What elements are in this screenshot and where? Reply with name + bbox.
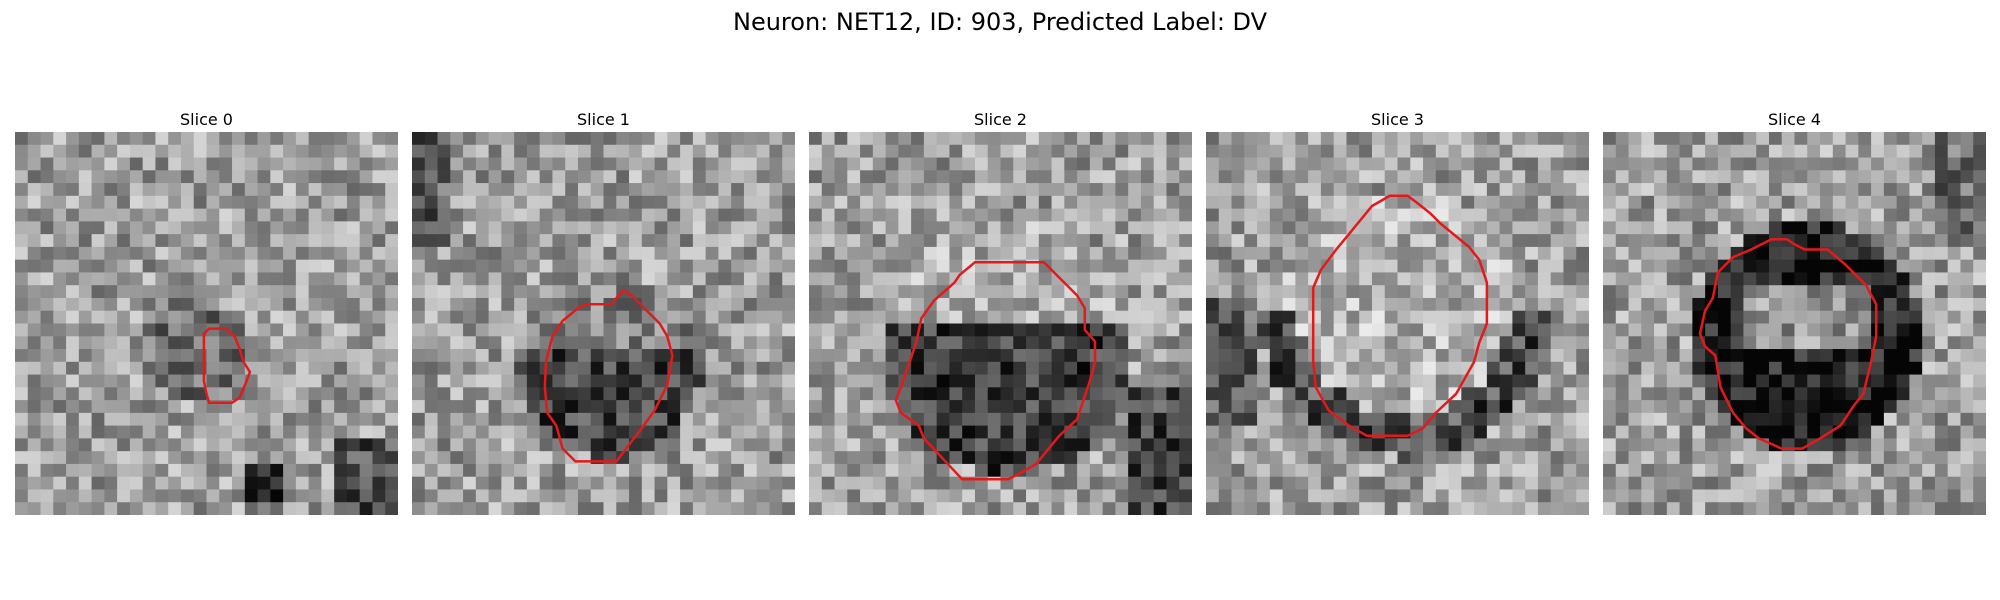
slice-image <box>809 132 1192 515</box>
slice-title: Slice 0 <box>180 110 233 129</box>
neuron-contour <box>543 288 674 463</box>
neuron-contour <box>1698 237 1878 450</box>
slice-image <box>1206 132 1589 515</box>
slice-panel: Slice 4 <box>1603 108 1986 515</box>
slice-title: Slice 2 <box>974 110 1027 129</box>
slice-panel: Slice 2 <box>809 108 1192 515</box>
slice-image <box>15 132 398 515</box>
neuron-contour <box>202 327 252 404</box>
figure-title: Neuron: NET12, ID: 903, Predicted Label:… <box>732 8 1268 36</box>
neuron-contour <box>894 260 1097 481</box>
neuron-contour <box>1311 194 1489 438</box>
slice-image <box>412 132 795 515</box>
slice-title: Slice 1 <box>577 110 630 129</box>
slice-image <box>1603 132 1986 515</box>
slice-panel: Slice 3 <box>1206 108 1589 515</box>
slice-panel: Slice 0 <box>15 108 398 515</box>
slice-title: Slice 4 <box>1768 110 1821 129</box>
slice-panel: Slice 1 <box>412 108 795 515</box>
slice-title: Slice 3 <box>1371 110 1424 129</box>
